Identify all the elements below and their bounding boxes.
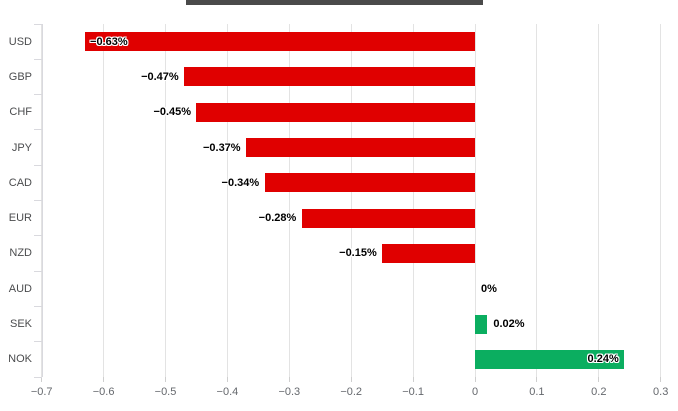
- chart-title-bar-remnant: [186, 0, 483, 5]
- y-axis-tick: [33, 235, 42, 237]
- gridline: [536, 24, 538, 377]
- x-axis-label: 0.1: [529, 386, 545, 398]
- y-axis-tick: [33, 58, 42, 60]
- gridline: [288, 24, 290, 377]
- x-axis-tick: [103, 377, 105, 382]
- y-axis-tick: [33, 200, 42, 201]
- bar-value-label: −0.63%: [90, 35, 128, 48]
- bar[interactable]: [475, 349, 624, 369]
- bar-value-label: 0.02%: [493, 318, 525, 331]
- y-axis-tick: [33, 305, 42, 307]
- bar-value-label: −0.47%: [141, 70, 179, 83]
- y-axis-tick: [33, 376, 42, 378]
- x-axis-tick: [474, 377, 476, 382]
- bar-value-label: −0.28%: [258, 212, 297, 225]
- category-label: CAD: [8, 176, 32, 189]
- gridline: [474, 24, 476, 377]
- gridline: [598, 24, 600, 377]
- category-label: USD: [8, 35, 32, 48]
- y-axis-tick: [33, 23, 42, 25]
- category-label: SEK: [9, 318, 32, 331]
- x-axis-tick: [598, 377, 600, 382]
- y-axis-tick: [33, 341, 42, 343]
- bar[interactable]: [184, 67, 475, 87]
- bar[interactable]: [196, 102, 475, 122]
- bar[interactable]: [85, 32, 475, 52]
- x-axis-tick: [660, 377, 662, 382]
- x-axis-tick: [165, 377, 166, 382]
- x-axis-label: −0.1: [402, 386, 424, 398]
- bar[interactable]: [301, 208, 475, 228]
- bar-value-label: 0%: [481, 282, 497, 295]
- gridline: [226, 24, 228, 377]
- bar-value-label: 0.24%: [587, 353, 619, 366]
- x-axis-tick: [226, 377, 228, 382]
- y-axis-tick: [33, 164, 42, 166]
- bar-value-label: −0.45%: [153, 106, 192, 119]
- category-label: CHF: [9, 106, 32, 119]
- x-axis-label: 0.2: [591, 386, 607, 398]
- x-axis-label: −0.7: [30, 386, 53, 398]
- bar[interactable]: [475, 314, 488, 334]
- x-axis-tick: [350, 377, 352, 382]
- gridline: [103, 24, 105, 377]
- gridline: [350, 24, 352, 377]
- category-label: AUD: [8, 282, 32, 295]
- category-label: GBP: [8, 70, 32, 83]
- category-label: NZD: [9, 247, 32, 260]
- x-axis-label: −0.3: [278, 386, 301, 398]
- bar[interactable]: [245, 138, 475, 158]
- category-label: EUR: [8, 212, 32, 225]
- x-axis-label: −0.4: [216, 386, 239, 398]
- y-axis-tick: [33, 94, 42, 96]
- category-label: JPY: [11, 141, 32, 154]
- gridline: [660, 24, 662, 377]
- x-axis-tick: [536, 377, 538, 382]
- y-axis-tick: [33, 270, 42, 272]
- x-axis-label: −0.2: [340, 386, 363, 398]
- gridline: [165, 24, 166, 377]
- x-axis-label: −0.5: [154, 386, 177, 398]
- bar[interactable]: [264, 173, 475, 193]
- bar-value-label: −0.15%: [339, 247, 377, 260]
- x-axis-tick: [41, 377, 43, 382]
- x-axis-label: −0.6: [92, 386, 115, 398]
- bar[interactable]: [382, 243, 475, 263]
- category-label: NOK: [8, 353, 32, 366]
- y-axis-line: [41, 24, 43, 377]
- gridline: [412, 24, 414, 377]
- bar-value-label: −0.34%: [221, 176, 260, 189]
- x-axis-label: 0: [471, 386, 479, 398]
- bar-value-label: −0.37%: [202, 141, 241, 154]
- y-axis-tick: [33, 129, 42, 131]
- x-axis-tick: [288, 377, 290, 382]
- x-axis-tick: [412, 377, 414, 382]
- x-axis-label: 0.3: [653, 386, 669, 398]
